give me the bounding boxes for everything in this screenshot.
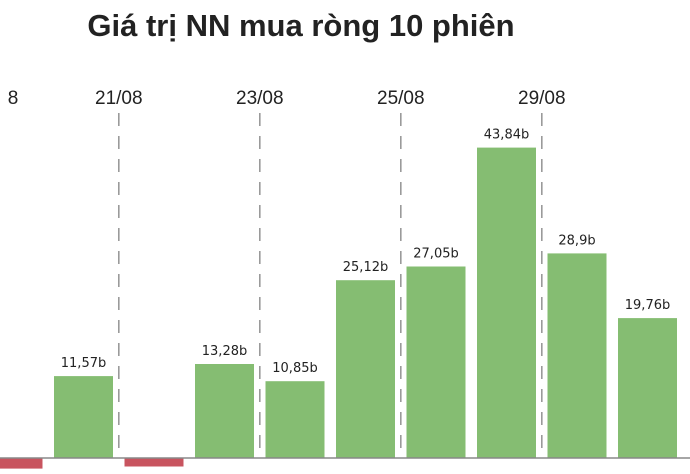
chart-title: Giá trị NN mua ròng 10 phiên (87, 8, 515, 43)
date-dividers (118, 113, 543, 458)
data-label-1: 11,57b (61, 356, 106, 371)
date-tick-label-3: 25/08 (377, 88, 425, 109)
date-tick-label-0: 8 (8, 88, 19, 109)
data-label-9: 19,76b (625, 298, 670, 313)
bar-0 (0, 458, 43, 469)
bar-1 (54, 376, 113, 458)
bar-8 (547, 253, 607, 458)
data-labels: 11,57b 13,28b 10,85b 25,12b 27,05b 43,84b 28,9… (61, 128, 670, 377)
bars (0, 147, 677, 469)
bar-2 (124, 458, 184, 467)
date-tick-labels: 8 21/08 23/08 25/08 29/08 (8, 88, 566, 109)
data-label-6: 27,05b (413, 247, 458, 262)
bar-3 (195, 364, 254, 458)
date-tick-label-2: 23/08 (236, 88, 284, 109)
bar-4 (265, 381, 325, 458)
date-tick-label-1: 21/08 (95, 88, 143, 109)
date-tick-label-4: 29/08 (518, 88, 566, 109)
data-label-5: 25,12b (343, 260, 388, 275)
data-label-8: 28,9b (558, 233, 595, 248)
bar-5 (336, 280, 395, 458)
bar-6 (406, 266, 466, 458)
bar-7 (477, 147, 536, 458)
data-label-7: 43,84b (484, 128, 529, 143)
data-label-4: 10,85b (272, 361, 317, 376)
data-label-3: 13,28b (202, 344, 247, 359)
bar-9 (618, 318, 677, 458)
